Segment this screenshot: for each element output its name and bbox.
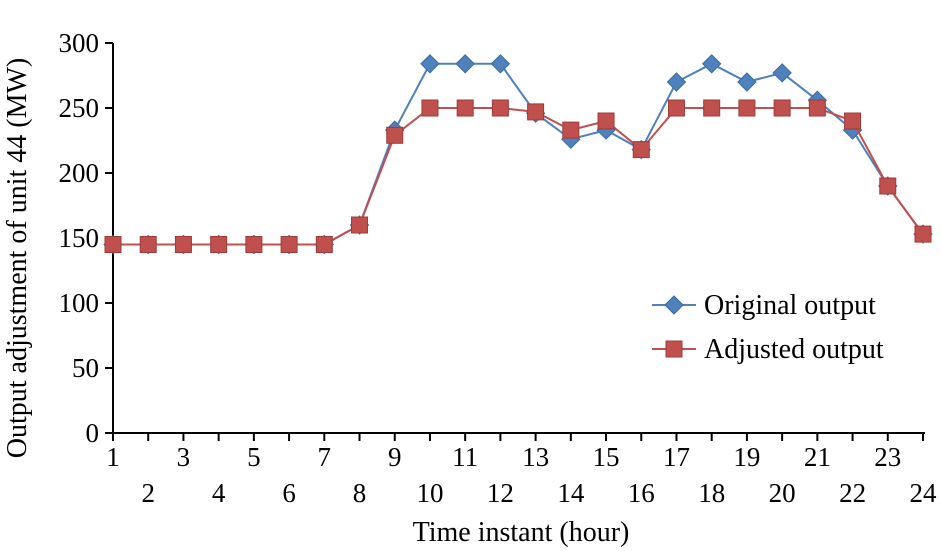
x-tick-label: 19 <box>733 442 760 472</box>
data-point <box>562 121 580 139</box>
data-point <box>315 236 333 253</box>
data-point <box>139 236 157 253</box>
legend-item-0: Original output <box>652 290 876 321</box>
data-point <box>386 126 404 144</box>
data-point <box>351 216 369 234</box>
data-point <box>174 236 192 253</box>
x-tick-label: 21 <box>804 442 831 472</box>
data-point <box>773 99 791 117</box>
legend-label: Adjusted output <box>704 334 884 365</box>
data-point <box>737 72 757 92</box>
data-point <box>808 99 826 117</box>
data-point <box>421 99 439 117</box>
legend-label: Original output <box>704 290 876 321</box>
data-point <box>703 99 721 117</box>
data-point <box>597 112 615 130</box>
x-axis-label: Time instant (hour) <box>413 517 630 548</box>
y-tick-label: 0 <box>86 418 100 448</box>
data-point <box>666 72 687 92</box>
x-tick-label: 16 <box>628 478 655 508</box>
x-tick-label: 11 <box>452 442 478 472</box>
x-tick-label: 20 <box>769 478 796 508</box>
series-line <box>113 62 924 246</box>
data-point <box>527 103 545 121</box>
legend-marker <box>664 295 684 315</box>
series-1 <box>104 99 932 253</box>
data-point <box>632 141 650 159</box>
data-point <box>738 99 756 117</box>
x-tick-label: 13 <box>522 442 549 472</box>
x-tick-label: 9 <box>388 442 402 472</box>
data-point <box>104 236 122 253</box>
data-point <box>490 54 511 74</box>
data-point <box>491 99 509 117</box>
data-point <box>245 236 263 253</box>
y-tick-label: 200 <box>59 158 100 188</box>
series-layer <box>103 54 933 255</box>
x-tick-label: 6 <box>282 478 296 508</box>
x-tick-label: 10 <box>416 478 443 508</box>
y-axis-label: Output adjustment of unit 44 (MW) <box>2 58 33 459</box>
x-tick-label: 3 <box>177 442 191 472</box>
data-point <box>210 236 228 253</box>
y-tick-label: 150 <box>59 223 100 253</box>
legend: Original output Adjusted output <box>652 290 884 365</box>
x-tick-label: 2 <box>141 478 155 508</box>
x-tick-label: 1 <box>106 442 120 472</box>
x-tick-label: 4 <box>212 478 226 508</box>
data-point <box>456 99 474 117</box>
data-point <box>455 54 475 74</box>
data-point <box>667 99 685 117</box>
x-tick-label: 7 <box>318 442 332 472</box>
data-point <box>420 54 440 74</box>
data-point <box>844 112 862 130</box>
data-point <box>772 63 792 83</box>
data-point <box>879 177 897 195</box>
x-tick-label: 15 <box>593 442 620 472</box>
y-tick-label: 300 <box>59 28 100 58</box>
y-tick-label: 50 <box>72 353 99 383</box>
x-tick-label: 8 <box>353 478 367 508</box>
x-tick-label: 5 <box>247 442 261 472</box>
data-point <box>280 236 298 253</box>
legend-marker <box>665 340 683 358</box>
x-tick-label: 22 <box>839 478 866 508</box>
y-tick-label: 250 <box>59 93 100 123</box>
x-tick-label: 14 <box>557 478 585 508</box>
axes: 0501001502002503001234567891011121314151… <box>59 28 938 508</box>
data-point <box>914 225 932 243</box>
x-tick-label: 12 <box>487 478 514 508</box>
series-0 <box>103 54 933 255</box>
x-tick-label: 17 <box>663 442 690 472</box>
x-tick-label: 24 <box>910 478 938 508</box>
data-point <box>701 54 722 74</box>
x-tick-label: 23 <box>874 442 901 472</box>
x-tick-label: 18 <box>698 478 725 508</box>
series-line <box>113 107 924 246</box>
legend-item-1: Adjusted output <box>652 334 884 365</box>
y-tick-label: 100 <box>59 288 100 318</box>
